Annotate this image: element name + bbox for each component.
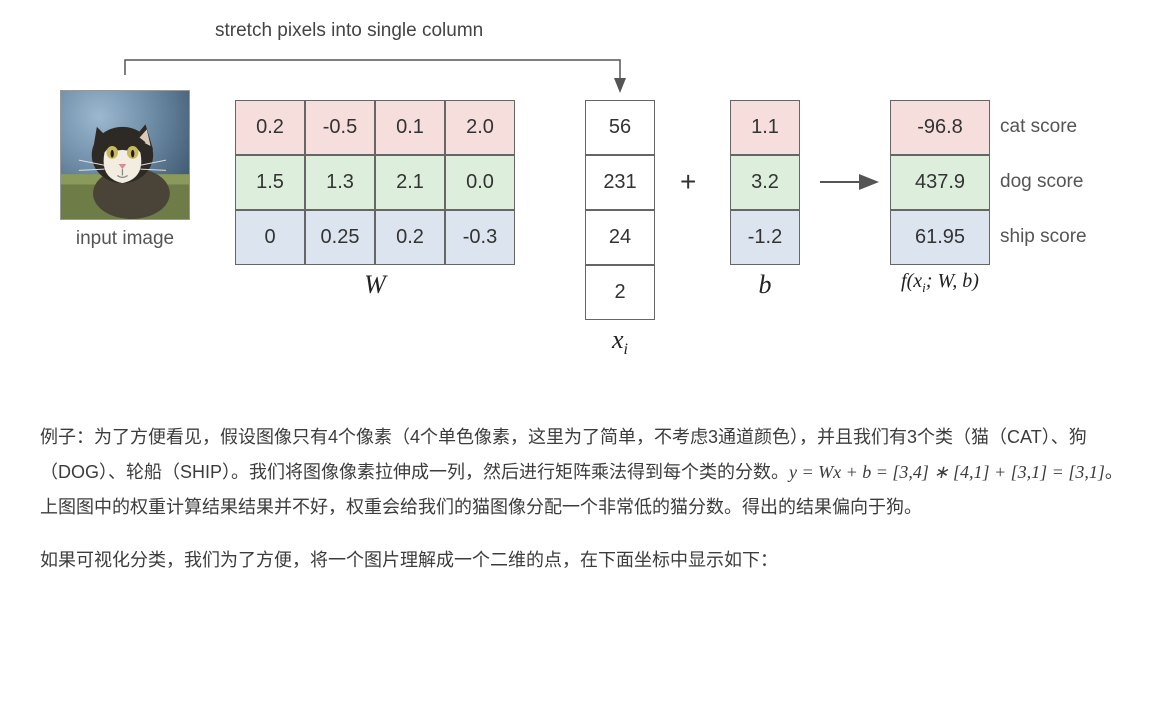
W-cell-r1-c0: 1.5 [235,155,305,210]
f-cell-1: 437.9 [890,155,990,210]
cat-image-placeholder [60,90,190,220]
b-cell-2: -1.2 [730,210,800,265]
W-cell-r2-c3: -0.3 [445,210,515,265]
input-image-block: input image [60,90,190,250]
score-label-2: ship score [1000,226,1087,248]
b-cell-0: 1.1 [730,100,800,155]
W-cell-r0-c0: 0.2 [235,100,305,155]
paragraph-1: 例子：为了方便看见，假设图像只有4个像素（4个单色像素，这里为了简单，不考虑3通… [40,420,1135,525]
W-cell-r2-c2: 0.2 [375,210,445,265]
x-cell-1: 231 [585,155,655,210]
vector-label-xi: xi [585,325,655,359]
inline-math: y = Wx + b = [3,4] ∗ [4,1] + [3,1] = [3,… [789,462,1105,482]
W-cell-r2-c0: 0 [235,210,305,265]
W-cell-r1-c3: 0.0 [445,155,515,210]
x-cell-2: 24 [585,210,655,265]
score-label-1: dog score [1000,171,1083,193]
score-label-0: cat score [1000,116,1077,138]
W-cell-r0-c2: 0.1 [375,100,445,155]
function-label-f: f(xi; W, b) [890,270,990,296]
f-cell-0: -96.8 [890,100,990,155]
W-cell-r1-c1: 1.3 [305,155,375,210]
W-cell-r2-c1: 0.25 [305,210,375,265]
x-cell-3: 2 [585,265,655,320]
matrix-label-W: W [235,270,515,300]
linear-classifier-diagram: stretch pixels into single column [40,20,1135,400]
vector-label-b: b [730,270,800,300]
W-cell-r0-c3: 2.0 [445,100,515,155]
W-cell-r0-c1: -0.5 [305,100,375,155]
b-cell-1: 3.2 [730,155,800,210]
input-image-label: input image [60,228,190,250]
paragraph-2: 如果可视化分类，我们为了方便，将一个图片理解成一个二维的点，在下面坐标中显示如下… [40,543,1135,578]
top-caption: stretch pixels into single column [215,20,483,42]
f-cell-2: 61.95 [890,210,990,265]
x-cell-0: 56 [585,100,655,155]
plus-operator: + [680,166,696,198]
W-cell-r1-c2: 2.1 [375,155,445,210]
explanation-text: 例子：为了方便看见，假设图像只有4个像素（4个单色像素，这里为了简单，不考虑3通… [40,420,1135,578]
